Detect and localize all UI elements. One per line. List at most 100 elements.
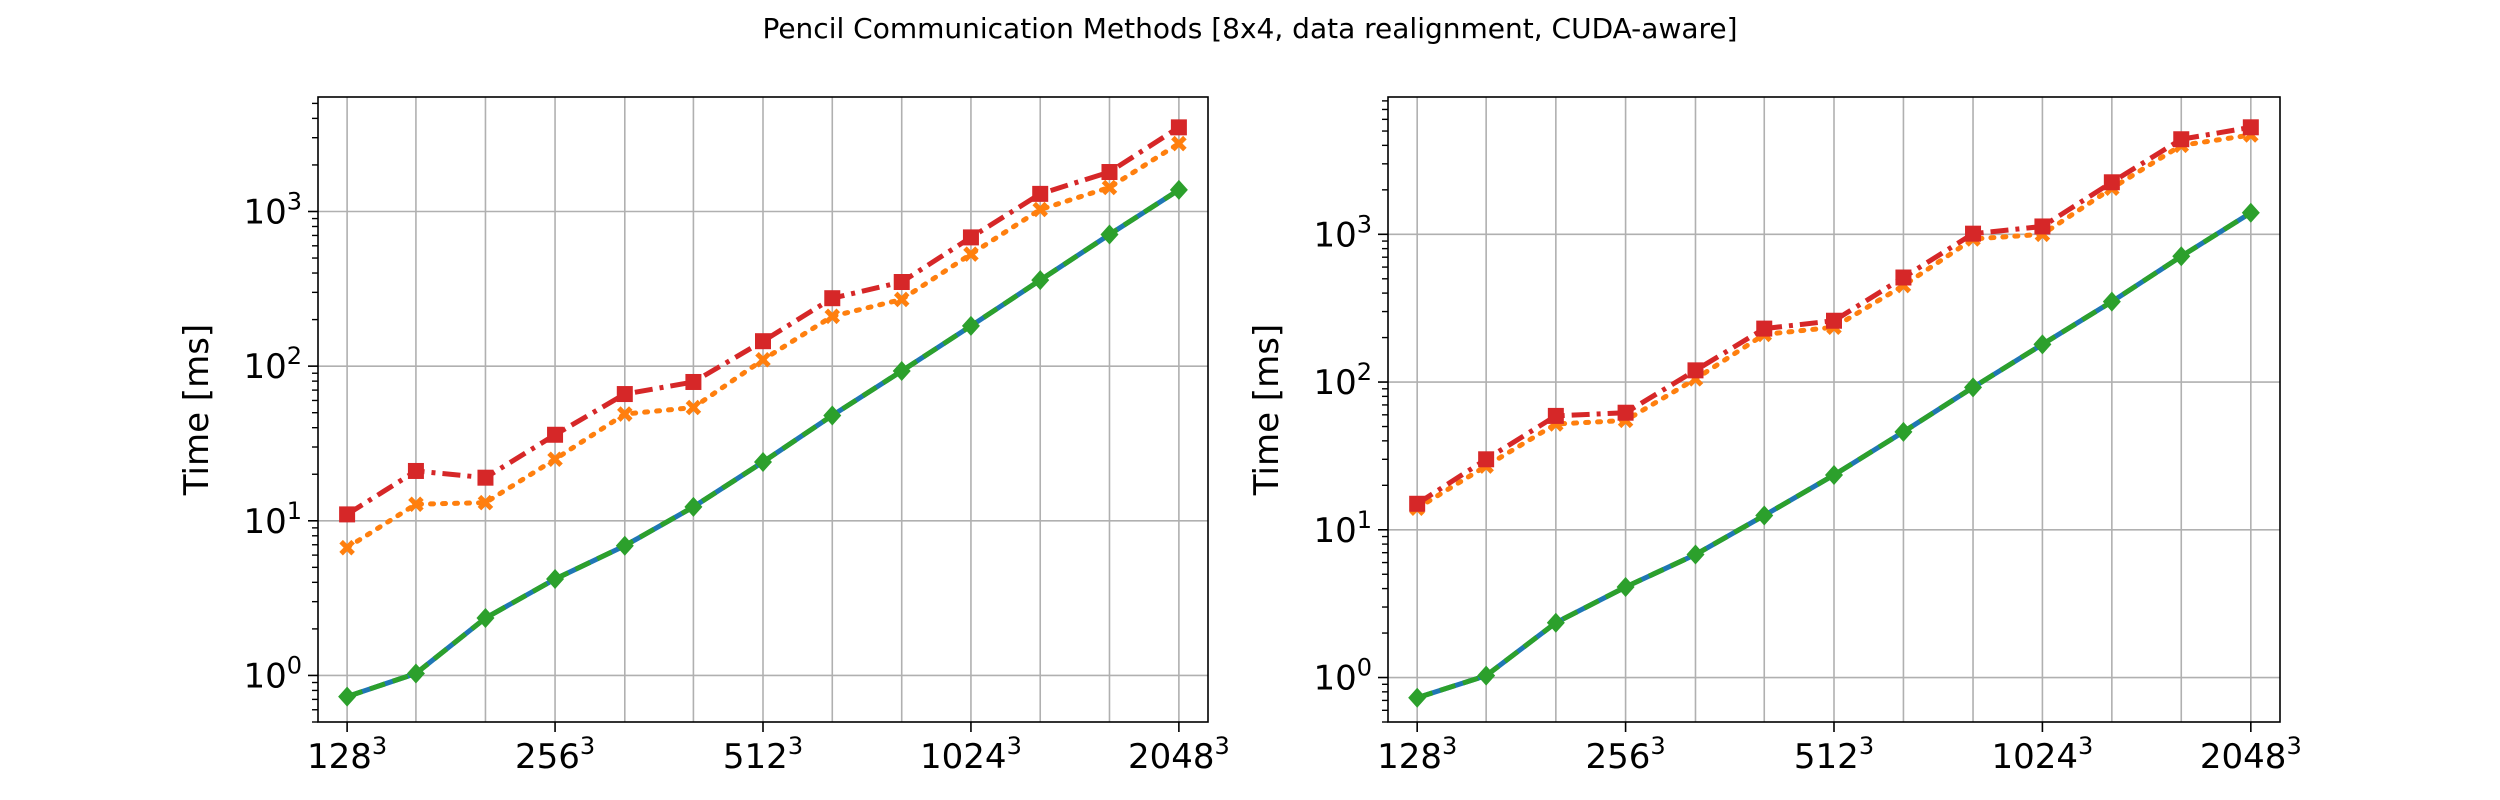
marker-stroke — [893, 291, 910, 308]
y-axis-label: Time [ms] — [1247, 324, 1287, 496]
right-panel: 100 101 102 103 1283 2563 5123 10243 20483 Time [… — [1247, 96, 2302, 777]
data-point — [755, 351, 771, 368]
data-point — [477, 494, 494, 511]
x-tick-label: 5123 — [1794, 732, 1874, 777]
data-point — [1547, 407, 1564, 424]
data-point — [892, 361, 911, 382]
data-point — [962, 229, 979, 246]
marker-stroke — [1171, 135, 1187, 152]
marker-stroke — [1101, 179, 1118, 196]
data-point — [339, 539, 355, 556]
series-2 — [338, 179, 1188, 707]
data-point — [961, 315, 980, 336]
data-point — [1171, 135, 1187, 152]
series-3 — [339, 119, 1187, 523]
data-point — [1032, 185, 1049, 202]
marker-stroke — [477, 494, 494, 511]
x-tick-label: 20483 — [1128, 732, 1230, 777]
data-point — [1965, 225, 1982, 242]
x-tick-label: 2563 — [1585, 732, 1665, 777]
data-point — [1617, 404, 1634, 421]
data-point — [1687, 362, 1704, 379]
data-point — [1409, 495, 1426, 512]
x-tick-label: 10243 — [920, 732, 1022, 777]
data-point — [476, 608, 495, 629]
data-point — [406, 663, 425, 684]
data-point — [1755, 505, 1774, 526]
data-point — [1616, 576, 1635, 597]
data-point — [685, 373, 702, 390]
data-point — [1170, 119, 1187, 136]
marker-stroke — [824, 308, 841, 325]
data-point — [547, 451, 563, 468]
data-point — [1756, 320, 1773, 337]
data-point — [617, 406, 633, 422]
y-axis-label: Time [ms] — [177, 324, 217, 496]
marker-stroke — [963, 246, 979, 262]
x-tick-label: 5123 — [723, 732, 803, 777]
data-point — [1546, 612, 1565, 633]
data-point — [2173, 131, 2190, 148]
data-point — [893, 274, 910, 291]
data-point — [1408, 687, 1427, 708]
marker-stroke — [339, 539, 355, 556]
data-point — [615, 535, 634, 556]
data-point — [407, 462, 424, 479]
data-point — [1895, 269, 1912, 286]
data-point — [338, 686, 357, 707]
y-tick-label: 103 — [243, 187, 302, 232]
data-point — [546, 569, 565, 590]
data-point — [823, 405, 842, 426]
series-2 — [1408, 202, 2260, 708]
data-point — [2034, 218, 2051, 235]
marker-stroke — [547, 451, 563, 468]
left-panel: 100 101 102 103 1283 2563 5123 10243 20483 Time [… — [177, 96, 1230, 777]
marker-stroke — [685, 399, 702, 416]
y-tick-label: 102 — [1313, 358, 1372, 403]
data-point — [963, 246, 979, 262]
data-point — [2103, 174, 2120, 191]
series-3 — [1409, 119, 2259, 512]
x-tick-label: 1283 — [1377, 732, 1457, 777]
data-point — [2242, 119, 2259, 136]
x-tick-label: 2563 — [515, 732, 595, 777]
y-tick-label: 100 — [243, 651, 302, 696]
data-point — [1478, 451, 1495, 468]
data-point — [339, 506, 356, 523]
data-point — [2172, 246, 2191, 267]
y-tick-label: 100 — [1313, 654, 1372, 699]
data-point — [1686, 544, 1705, 565]
x-tick-label: 10243 — [1992, 732, 2094, 777]
data-point — [684, 496, 703, 517]
data-point — [408, 496, 424, 512]
data-point — [1100, 224, 1119, 245]
marker-stroke — [408, 496, 424, 512]
marker-stroke — [1032, 201, 1048, 218]
y-tick-label: 101 — [243, 497, 302, 542]
x-tick-label: 1283 — [307, 732, 387, 777]
data-point — [2102, 291, 2121, 312]
data-point — [1101, 164, 1118, 181]
data-point — [1826, 312, 1842, 329]
data-point — [754, 451, 772, 472]
data-point — [1964, 377, 1983, 398]
data-point — [616, 386, 633, 403]
data-point — [547, 426, 564, 443]
marker-stroke — [755, 351, 771, 368]
data-point — [1894, 421, 1913, 442]
figure-title: Pencil Communication Methods [8x4, data … — [762, 12, 1738, 45]
data-point — [755, 333, 771, 350]
data-point — [824, 308, 841, 325]
y-tick-label: 101 — [1313, 506, 1372, 551]
marker-stroke — [617, 406, 633, 422]
data-point — [1101, 179, 1118, 196]
data-point — [1169, 179, 1188, 200]
data-point — [1477, 665, 1496, 686]
data-point — [893, 291, 910, 308]
x-tick-label: 20483 — [2200, 732, 2302, 777]
y-tick-label: 102 — [243, 342, 302, 387]
y-tick-label: 103 — [1313, 210, 1372, 255]
data-point — [824, 290, 841, 307]
data-point — [477, 469, 494, 486]
